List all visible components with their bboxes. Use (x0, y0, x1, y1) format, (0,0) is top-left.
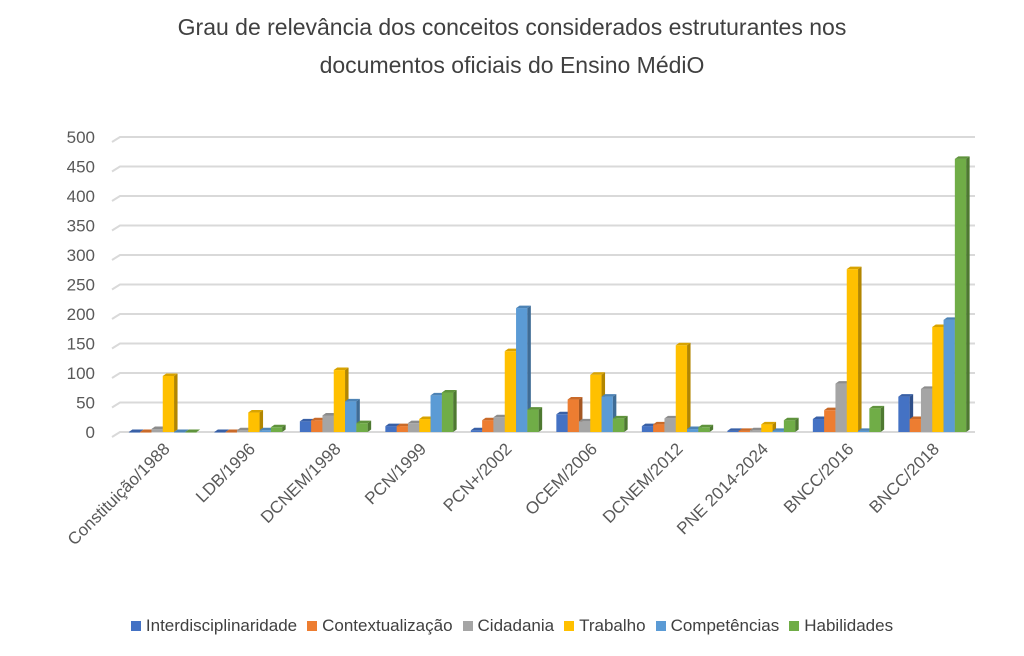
y-tick-label: 400 (67, 187, 95, 206)
legend-swatch (564, 621, 575, 631)
bar (516, 305, 531, 432)
bar (698, 424, 714, 432)
chart-title: Grau de relevância dos conceitos conside… (0, 8, 1024, 84)
y-tick-label: 500 (67, 128, 95, 147)
y-tick-label: 0 (86, 423, 95, 442)
bar (128, 429, 144, 433)
gridline (111, 224, 975, 232)
gridline (111, 195, 975, 202)
legend-swatch (462, 621, 473, 631)
bar (869, 405, 885, 432)
bar (527, 407, 543, 432)
legend-label: Interdisciplinaridade (145, 616, 298, 635)
bar (356, 420, 372, 432)
legend-item: Habilidades (789, 616, 893, 635)
gridline (111, 431, 975, 438)
x-tick-label: Constituição/1988 (64, 439, 174, 549)
x-tick-label: DCNEM/2012 (599, 439, 687, 527)
legend-swatch (655, 621, 666, 631)
y-tick-label: 50 (76, 394, 95, 413)
legend-label: Contextualização (322, 616, 453, 635)
gridline (111, 254, 975, 261)
x-tick-label: OCEM/2006 (521, 439, 601, 519)
chart-title-line-2: documentos oficiais do Ensino MédiO (319, 52, 705, 78)
x-tick-label: DCNEM/1998 (257, 439, 345, 527)
gridline (111, 313, 975, 320)
bar (214, 429, 230, 433)
x-tick-label: PCN/1999 (361, 439, 430, 508)
legend-item: Interdisciplinaridade (130, 616, 298, 635)
legend-item: Cidadania (462, 616, 555, 635)
y-tick-label: 250 (67, 276, 95, 295)
y-tick-label: 300 (67, 246, 95, 265)
bar (612, 415, 628, 432)
gridline (111, 165, 975, 173)
bar (846, 266, 862, 432)
gridline (111, 342, 975, 350)
bar (225, 429, 241, 433)
legend-item: Competências (655, 616, 780, 635)
bar (248, 410, 264, 432)
y-tick-label: 200 (67, 305, 95, 324)
y-tick-label: 350 (67, 217, 95, 236)
legend-item: Contextualização (307, 616, 453, 635)
bar (954, 156, 970, 432)
bar (270, 424, 286, 432)
bar (675, 342, 691, 432)
bar (140, 429, 155, 433)
y-tick-label: 150 (67, 335, 95, 354)
bar (783, 417, 799, 432)
bar-chart: 0 50 100 150 200 250 300 350 400 450 500 Constituiç… (64, 128, 975, 549)
bar (185, 429, 201, 433)
legend-item: Trabalho (564, 616, 646, 635)
legend-label: Trabalho (579, 616, 646, 635)
chart-title-line-1: Grau de relevância dos conceitos conside… (177, 14, 847, 40)
legend-label: Competências (670, 616, 780, 635)
x-tick-label: LDB/1996 (192, 439, 259, 506)
x-tick-label: PCN+/2002 (440, 439, 516, 515)
legend-swatch (130, 621, 141, 631)
x-tick-label: BNCC/2018 (865, 439, 943, 517)
legend-swatch (789, 621, 800, 631)
legend-label: Habilidades (804, 616, 894, 635)
legend-swatch (307, 621, 318, 631)
legend: Interdisciplinaridade Contextualização Cid… (0, 616, 1024, 636)
bar (441, 389, 457, 432)
x-tick-label: PNE 2014-2024 (673, 439, 772, 538)
legend-label: Cidadania (477, 616, 555, 635)
x-tick-label: BNCC/2016 (780, 439, 858, 517)
y-tick-label: 100 (67, 364, 95, 383)
y-tick-label: 450 (67, 158, 95, 177)
bar (174, 429, 189, 433)
bar (162, 373, 178, 432)
gridline (111, 136, 975, 143)
gridline (111, 283, 975, 291)
gridline (111, 372, 975, 379)
